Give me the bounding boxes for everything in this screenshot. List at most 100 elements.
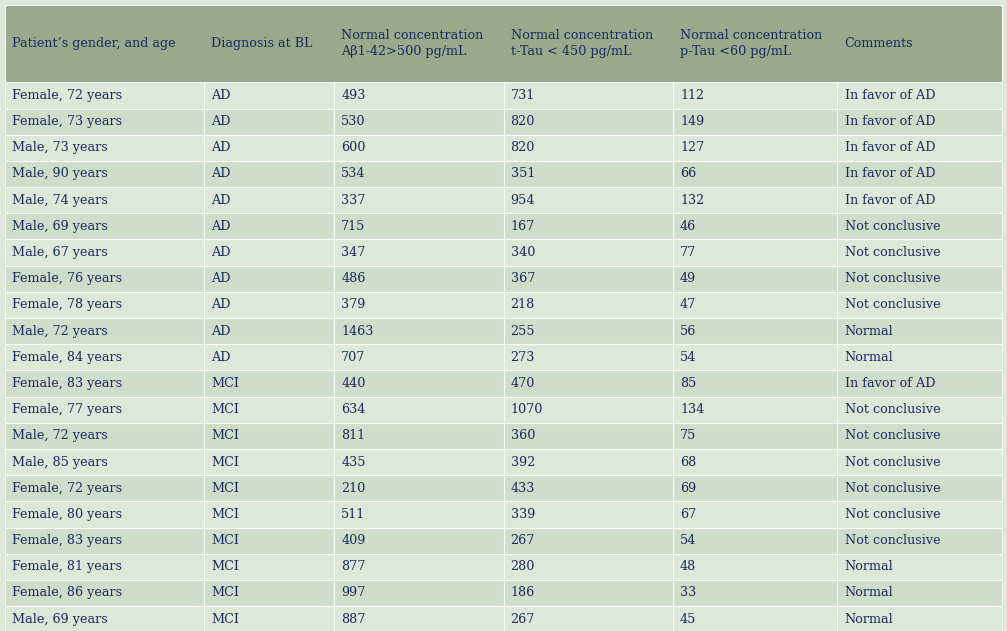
Text: MCI: MCI: [211, 456, 240, 469]
Bar: [673, 109, 838, 135]
Bar: [204, 345, 334, 370]
Text: 339: 339: [511, 508, 535, 521]
Text: AD: AD: [211, 167, 231, 180]
Bar: [838, 240, 1002, 266]
Text: 433: 433: [511, 481, 535, 495]
Text: Normal concentration
p-Tau <60 pg/mL: Normal concentration p-Tau <60 pg/mL: [680, 30, 823, 58]
Bar: [673, 161, 838, 187]
Text: 149: 149: [680, 115, 704, 128]
Bar: [5, 109, 204, 135]
Text: 347: 347: [341, 246, 366, 259]
Bar: [838, 449, 1002, 475]
Text: 337: 337: [341, 194, 366, 207]
Bar: [838, 475, 1002, 502]
Bar: [204, 318, 334, 345]
Bar: [838, 423, 1002, 449]
Text: AD: AD: [211, 272, 231, 285]
Text: 435: 435: [341, 456, 366, 469]
Text: AD: AD: [211, 89, 231, 102]
Text: 267: 267: [511, 613, 535, 626]
Text: 409: 409: [341, 534, 366, 547]
Text: Male, 72 years: Male, 72 years: [12, 324, 108, 338]
Text: 440: 440: [341, 377, 366, 390]
Text: Female, 77 years: Female, 77 years: [12, 403, 122, 416]
Text: 470: 470: [511, 377, 535, 390]
Text: AD: AD: [211, 298, 231, 312]
Text: 210: 210: [341, 481, 366, 495]
Bar: [334, 187, 504, 213]
Bar: [204, 266, 334, 292]
Bar: [504, 5, 673, 82]
Bar: [204, 109, 334, 135]
Bar: [504, 502, 673, 528]
Text: Comments: Comments: [845, 37, 913, 50]
Text: MCI: MCI: [211, 613, 240, 626]
Text: Not conclusive: Not conclusive: [845, 298, 941, 312]
Bar: [504, 580, 673, 606]
Text: 877: 877: [341, 560, 366, 574]
Text: 127: 127: [680, 141, 704, 155]
Text: 49: 49: [680, 272, 696, 285]
Text: Female, 78 years: Female, 78 years: [12, 298, 122, 312]
Bar: [334, 318, 504, 345]
Bar: [334, 554, 504, 580]
Bar: [838, 266, 1002, 292]
Bar: [673, 82, 838, 109]
Text: AD: AD: [211, 351, 231, 364]
Bar: [838, 580, 1002, 606]
Bar: [838, 213, 1002, 240]
Text: Normal: Normal: [845, 324, 893, 338]
Bar: [204, 5, 334, 82]
Bar: [838, 161, 1002, 187]
Bar: [673, 213, 838, 240]
Bar: [5, 370, 204, 397]
Text: Male, 74 years: Male, 74 years: [12, 194, 108, 207]
Text: Female, 76 years: Female, 76 years: [12, 272, 122, 285]
Bar: [5, 449, 204, 475]
Bar: [334, 266, 504, 292]
Text: AD: AD: [211, 115, 231, 128]
Text: Not conclusive: Not conclusive: [845, 534, 941, 547]
Text: 600: 600: [341, 141, 366, 155]
Text: 392: 392: [511, 456, 535, 469]
Bar: [5, 502, 204, 528]
Text: Female, 86 years: Female, 86 years: [12, 586, 122, 599]
Bar: [204, 240, 334, 266]
Text: 811: 811: [341, 429, 366, 442]
Text: In favor of AD: In favor of AD: [845, 377, 936, 390]
Text: Female, 72 years: Female, 72 years: [12, 89, 122, 102]
Bar: [5, 554, 204, 580]
Bar: [5, 528, 204, 554]
Bar: [204, 82, 334, 109]
Bar: [204, 554, 334, 580]
Bar: [5, 606, 204, 631]
Text: Not conclusive: Not conclusive: [845, 403, 941, 416]
Bar: [334, 213, 504, 240]
Text: 360: 360: [511, 429, 535, 442]
Text: 167: 167: [511, 220, 535, 233]
Bar: [334, 109, 504, 135]
Bar: [5, 240, 204, 266]
Bar: [5, 423, 204, 449]
Text: Not conclusive: Not conclusive: [845, 220, 941, 233]
Bar: [673, 580, 838, 606]
Bar: [5, 161, 204, 187]
Text: MCI: MCI: [211, 508, 240, 521]
Bar: [204, 135, 334, 161]
Text: Male, 69 years: Male, 69 years: [12, 613, 108, 626]
Text: 1070: 1070: [511, 403, 543, 416]
Text: 954: 954: [511, 194, 535, 207]
Bar: [504, 423, 673, 449]
Text: Normal: Normal: [845, 586, 893, 599]
Text: MCI: MCI: [211, 586, 240, 599]
Text: MCI: MCI: [211, 481, 240, 495]
Text: Female, 84 years: Female, 84 years: [12, 351, 122, 364]
Text: 54: 54: [680, 534, 697, 547]
Text: 45: 45: [680, 613, 697, 626]
Text: 186: 186: [511, 586, 535, 599]
Bar: [673, 266, 838, 292]
Text: 280: 280: [511, 560, 535, 574]
Bar: [504, 135, 673, 161]
Bar: [5, 187, 204, 213]
Text: 48: 48: [680, 560, 696, 574]
